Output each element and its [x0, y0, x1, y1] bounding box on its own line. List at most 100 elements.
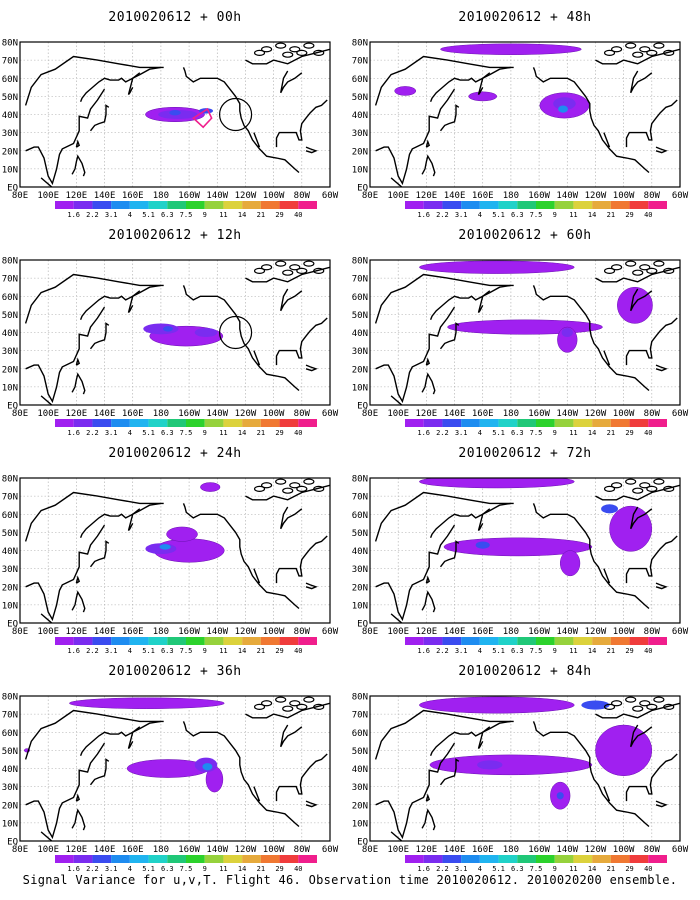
- lat-tick-label: 60N: [352, 729, 368, 739]
- colorbar-swatch: [648, 419, 667, 427]
- lat-tick-label: 30N: [352, 347, 368, 357]
- colorbar-swatch: [186, 637, 205, 645]
- lon-tick-label: 100W: [263, 409, 285, 419]
- lat-tick-label: 30N: [2, 129, 18, 139]
- colorbar-label: 29: [275, 865, 283, 873]
- coastline: [24, 273, 164, 324]
- colorbar-swatch: [129, 855, 149, 863]
- coastline: [127, 284, 162, 314]
- colorbar-swatch: [279, 637, 299, 645]
- lon-tick-label: 140W: [206, 409, 228, 419]
- colorbar-swatch: [461, 419, 480, 427]
- lon-tick-label: 140E: [94, 845, 116, 855]
- colorbar-swatch: [479, 419, 499, 427]
- lon-tick-label: 160E: [122, 845, 144, 855]
- coastline: [71, 154, 86, 177]
- colorbar-swatch: [479, 637, 499, 645]
- lon-tick-label: 160E: [472, 845, 494, 855]
- colorbar-swatch: [554, 201, 574, 209]
- variance-contour: [143, 323, 179, 335]
- colorbar-label: 11: [569, 865, 577, 873]
- lon-tick-label: 180: [503, 191, 519, 201]
- lat-tick-label: 70N: [352, 275, 368, 285]
- arctic-island: [610, 700, 623, 707]
- lon-tick-label: 120E: [416, 845, 438, 855]
- colorbar-swatch: [92, 855, 112, 863]
- colorbar-swatch: [536, 855, 555, 863]
- colorbar-label: 9: [553, 865, 557, 873]
- colorbar-swatch: [610, 201, 630, 209]
- arctic-island: [296, 703, 308, 710]
- arctic-island: [653, 260, 665, 267]
- arctic-island: [646, 49, 658, 56]
- arctic-island: [289, 700, 301, 707]
- lon-tick-label: 80W: [644, 845, 661, 855]
- colorbar-label: 11: [219, 865, 227, 873]
- coastline: [439, 104, 460, 132]
- lon-tick-label: 120E: [416, 627, 438, 637]
- colorbar-label: 5.1: [492, 647, 505, 655]
- colorbar-label: 7.5: [180, 211, 193, 219]
- lat-tick-label: 70N: [352, 493, 368, 503]
- lon-tick-label: 80E: [12, 409, 28, 419]
- arctic-island: [289, 264, 301, 271]
- colorbar-label: 4: [478, 429, 482, 437]
- lat-tick-label: EQ: [357, 620, 368, 630]
- colorbar-label: 21: [257, 647, 265, 655]
- lon-tick-label: 80W: [644, 409, 661, 419]
- arctic-island: [253, 49, 266, 56]
- colorbar-swatch: [204, 201, 224, 209]
- colorbar-label: 1.6: [67, 865, 80, 873]
- arctic-island: [260, 46, 273, 53]
- colorbar-swatch: [554, 855, 574, 863]
- coastline: [79, 72, 141, 103]
- colorbar-swatch: [573, 855, 593, 863]
- colorbar-label: 5.1: [142, 647, 155, 655]
- colorbar-swatch: [242, 201, 261, 209]
- colorbar-swatch: [442, 419, 462, 427]
- arctic-island: [296, 49, 308, 56]
- colorbar-swatch: [223, 419, 243, 427]
- variance-contour: [447, 319, 603, 335]
- colorbar-label: 11: [569, 647, 577, 655]
- lon-tick-label: 140E: [94, 627, 116, 637]
- coastline: [89, 104, 110, 132]
- colorbar-swatch: [73, 419, 93, 427]
- colorbar-swatch: [279, 201, 299, 209]
- colorbar-swatch: [498, 201, 518, 209]
- coastline: [390, 613, 403, 623]
- colorbar-swatch: [129, 201, 149, 209]
- lon-tick-label: 100W: [613, 191, 635, 201]
- arctic-island: [282, 51, 294, 58]
- colorbar-label: 11: [569, 429, 577, 437]
- coastline: [603, 568, 611, 584]
- lat-tick-label: EQ: [357, 402, 368, 412]
- lon-tick-label: 80W: [644, 627, 661, 637]
- lon-tick-label: 80E: [362, 627, 378, 637]
- lon-tick-label: 180: [503, 845, 519, 855]
- lon-tick-label: 120W: [585, 191, 607, 201]
- panel-title: 2010020612 + 48h: [458, 10, 592, 25]
- variance-contour: [581, 700, 610, 710]
- colorbar-swatch: [167, 201, 186, 209]
- lat-tick-label: 50N: [2, 747, 18, 757]
- colorbar-label: 40: [644, 429, 652, 437]
- colorbar-swatch: [73, 855, 93, 863]
- arctic-island: [663, 49, 675, 56]
- lat-tick-label: 40N: [352, 547, 368, 557]
- variance-contour: [419, 696, 575, 714]
- lon-tick-label: 140E: [94, 191, 116, 201]
- colorbar-swatch: [610, 419, 630, 427]
- coastline: [429, 72, 491, 103]
- coastline: [253, 786, 261, 802]
- coastline: [439, 540, 460, 568]
- lon-tick-label: 100E: [37, 845, 59, 855]
- colorbar-label: 9: [203, 647, 207, 655]
- colorbar-swatch: [260, 637, 280, 645]
- lon-tick-label: 120W: [235, 627, 257, 637]
- coastline: [25, 524, 106, 622]
- colorbar-swatch: [129, 419, 149, 427]
- colorbar-swatch: [92, 637, 112, 645]
- colorbar-label: 9: [203, 429, 207, 437]
- lon-tick-label: 120E: [416, 191, 438, 201]
